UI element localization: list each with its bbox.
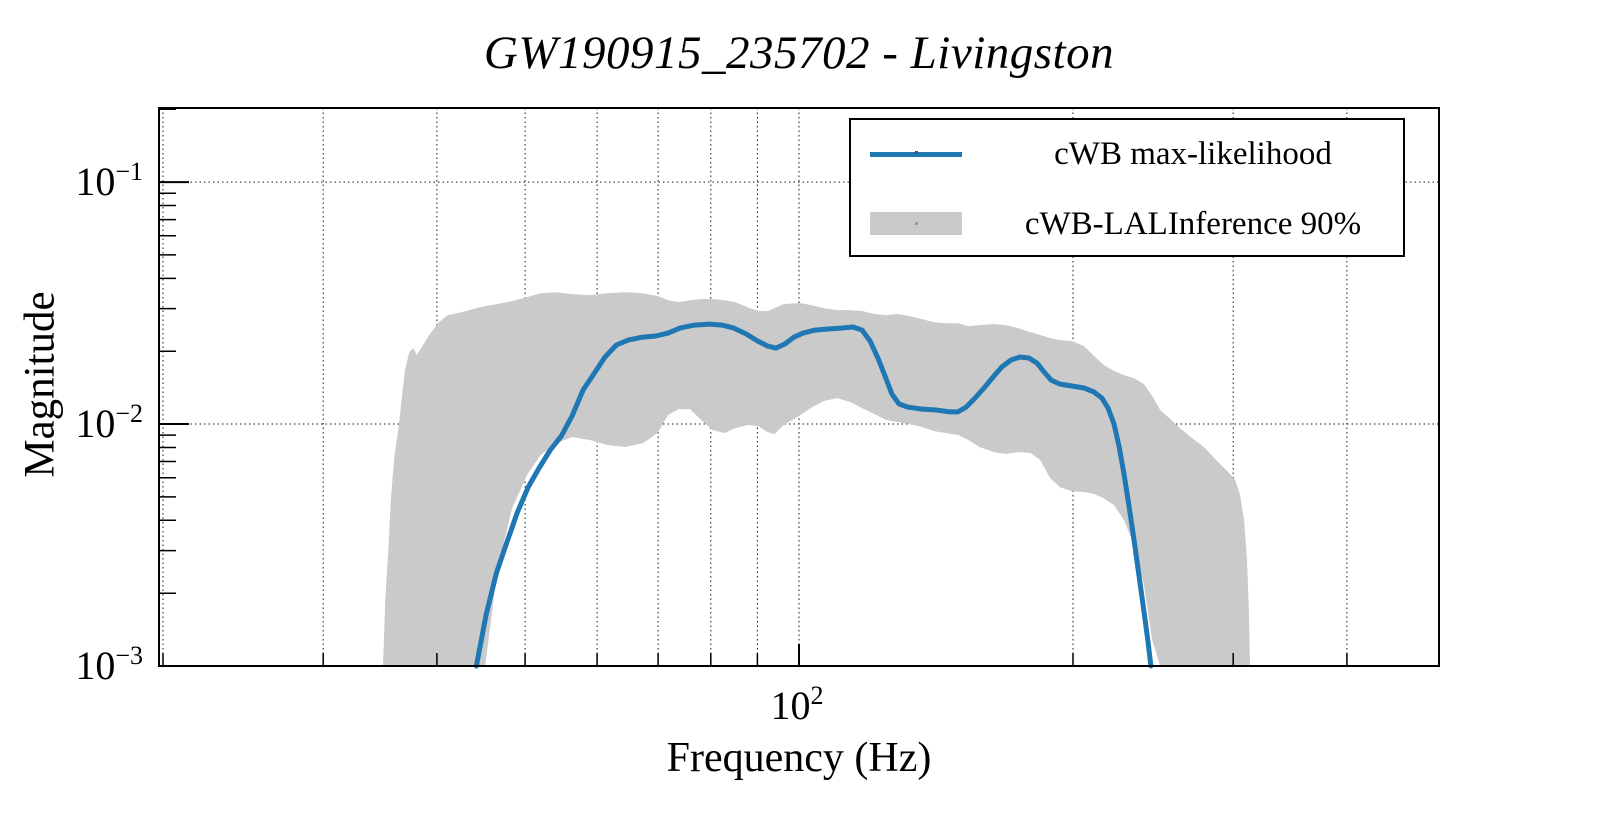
y-tick-label-1e-1: 10−1 (33, 157, 143, 211)
y-tick-exponent: −1 (115, 157, 143, 186)
legend-label: cWB-LALInference 90% (1024, 206, 1362, 242)
series (383, 292, 1250, 669)
x-axis-label: Frequency (Hz) (666, 735, 932, 781)
x-tick-exponent: 2 (810, 681, 824, 710)
legend-item-max-likelihood: cWB max-likelihood (851, 131, 1403, 177)
legend-box: cWB max-likelihood cWB-LALInference 90% (849, 118, 1405, 257)
y-axis-label: Magnitude (16, 291, 64, 478)
legend-marker-dot (915, 151, 918, 154)
chart-title: GW190915_235702 - Livingston (483, 27, 1115, 79)
y-tick-base: 10 (75, 643, 116, 688)
legend-marker-dot (915, 222, 918, 225)
x-tick-label-1e2: 102 (747, 681, 847, 735)
max-likelihood-line (473, 321, 1154, 669)
legend-line-swatch (870, 151, 962, 157)
legend-band-swatch (870, 212, 962, 235)
y-tick-label-1e-2: 10−2 (33, 399, 143, 453)
y-tick-exponent: −3 (115, 641, 143, 670)
y-tick-base: 10 (75, 159, 116, 204)
y-tick-label-1e-3: 10−3 (33, 641, 143, 695)
axes (158, 107, 1440, 667)
x-tick-base: 10 (770, 683, 811, 728)
y-tick-base: 10 (75, 401, 116, 446)
legend-item-confidence-band: cWB-LALInference 90% (851, 201, 1403, 247)
confidence-band (383, 292, 1250, 666)
y-tick-exponent: −2 (115, 399, 143, 428)
legend-label: cWB max-likelihood (1054, 136, 1332, 172)
